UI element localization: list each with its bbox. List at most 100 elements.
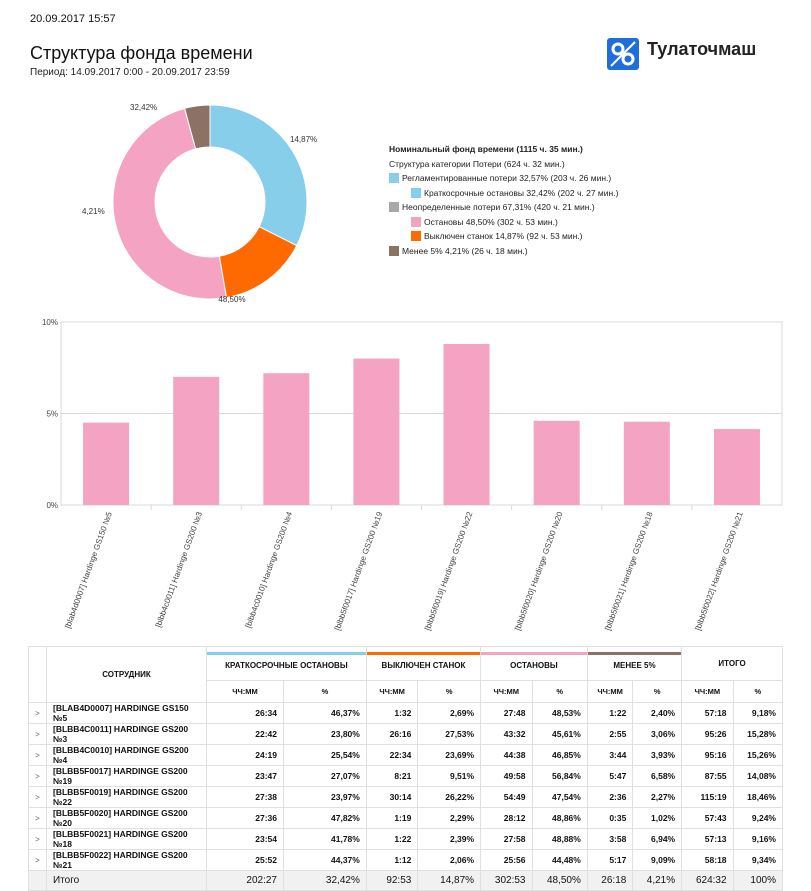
table-row[interactable]: > [BLBB5F0017] HARDINGE GS200 №19 23:47 27,… — [28, 765, 784, 787]
table-row[interactable]: > [BLBB5F0021] HARDINGE GS200 №18 23:54 41,… — [28, 828, 784, 850]
percent-cell: 27,07% — [282, 765, 367, 787]
time-cell: 25:52 — [206, 849, 284, 871]
expand-row-button[interactable]: > — [28, 723, 47, 745]
percent-cell: 48,86% — [531, 807, 588, 829]
percent-cell: 2,69% — [417, 702, 482, 724]
table-row[interactable]: > [BLAB4D0007] HARDINGE GS150 №5 26:34 46,3… — [28, 702, 784, 724]
legend-heading: Номинальный фонд времени (1115 ч. 35 мин… — [389, 144, 583, 154]
chevron-right-icon: > — [35, 834, 40, 844]
time-cell: 95:26 — [681, 723, 734, 745]
time-cell: 1:32 — [365, 702, 419, 724]
legend-item[interactable]: Остановы 48,50% (302 ч. 53 мин.) — [389, 215, 618, 230]
percent-cell: 47,82% — [282, 807, 367, 829]
time-cell: 24:19 — [206, 744, 284, 766]
table-row[interactable]: > [BLBB5F0020] HARDINGE GS200 №20 27:36 47,… — [28, 807, 784, 829]
percent-cell: 9,16% — [732, 828, 784, 850]
percent-cell: 2,39% — [417, 828, 482, 850]
bar[interactable] — [443, 343, 490, 505]
expand-row-button[interactable]: > — [28, 807, 47, 829]
time-cell: 27:48 — [480, 702, 533, 724]
header-time[interactable]: ЧЧ:ММ — [586, 680, 634, 703]
percent-cell: 2,27% — [632, 786, 683, 808]
bar[interactable] — [623, 421, 670, 505]
time-cell: 49:58 — [480, 765, 533, 787]
table-row[interactable]: > [BLBB4C0010] HARDINGE GS200 №4 24:19 25,5… — [28, 744, 784, 766]
time-cell: 5:47 — [586, 765, 634, 787]
percent-cell: 44,48% — [531, 849, 588, 871]
header-group[interactable]: КРАТКОСРОЧНЫЕ ОСТАНОВЫ — [206, 646, 367, 681]
header-group[interactable]: ИТОГО — [681, 646, 783, 681]
time-cell: 1:19 — [365, 807, 419, 829]
expand-row-button[interactable]: > — [28, 849, 47, 871]
legend-subheading: Структура категории Потери (624 ч. 32 ми… — [389, 158, 565, 169]
percent-cell: 47,54% — [531, 786, 588, 808]
employee-name: [BLBB5F0021] HARDINGE GS200 №18 — [46, 828, 207, 850]
header-time[interactable]: ЧЧ:ММ — [365, 680, 419, 703]
header-time[interactable]: ЧЧ:ММ — [681, 680, 734, 703]
chart-legend: Номинальный фонд времени (1115 ч. 35 мин… — [389, 142, 618, 258]
legend-item[interactable]: Менее 5% 4,21% (26 ч. 18 мин.) — [389, 244, 618, 259]
legend-item[interactable]: Регламентированные потери 32,57% (203 ч.… — [389, 171, 618, 186]
expand-row-button[interactable]: > — [28, 786, 47, 808]
donut-slice[interactable] — [209, 104, 308, 247]
percent-cell: 1,02% — [632, 807, 683, 829]
expand-row-button[interactable]: > — [28, 828, 47, 850]
legend-swatch — [411, 187, 421, 198]
table-row[interactable]: > [BLBB4C0011] HARDINGE GS200 №3 22:42 23,8… — [28, 723, 784, 745]
header-percent[interactable]: % — [531, 680, 588, 703]
bar[interactable] — [353, 358, 400, 505]
percent-cell: 100% — [732, 870, 784, 891]
time-cell: 27:58 — [480, 828, 533, 850]
time-cell: 57:18 — [681, 702, 734, 724]
percent-cell: 9,24% — [732, 807, 784, 829]
time-cell: 58:18 — [681, 849, 734, 871]
header-group[interactable]: ОСТАНОВЫ — [480, 646, 588, 681]
header-percent[interactable]: % — [417, 680, 482, 703]
time-cell: 27:38 — [206, 786, 284, 808]
expand-row-button[interactable]: > — [28, 744, 47, 766]
chevron-right-icon: > — [35, 855, 40, 865]
percent-cell: 32,42% — [282, 870, 367, 891]
category-color-bar — [481, 651, 587, 655]
table-row[interactable]: > [BLBB5F0022] HARDINGE GS200 №21 25:52 44,… — [28, 849, 784, 871]
expand-row-button[interactable]: > — [28, 765, 47, 787]
bar[interactable] — [83, 422, 130, 505]
header-time[interactable]: ЧЧ:ММ — [206, 680, 284, 703]
time-cell: 30:14 — [365, 786, 419, 808]
header-percent[interactable]: % — [732, 680, 784, 703]
bar[interactable] — [713, 429, 760, 505]
time-cell: 2:55 — [586, 723, 634, 745]
time-cell: 57:43 — [681, 807, 734, 829]
time-cell: 92:53 — [365, 870, 419, 891]
legend-item[interactable]: Выключен станок 14,87% (92 ч. 53 мин.) — [389, 229, 618, 244]
legend-item[interactable]: Краткосрочные остановы 32,42% (202 ч. 27… — [389, 186, 618, 201]
header-group[interactable]: ВЫКЛЮЧЕН СТАНОК — [365, 646, 482, 681]
bar[interactable] — [533, 420, 580, 505]
header-percent[interactable]: % — [632, 680, 683, 703]
percent-cell: 3,06% — [632, 723, 683, 745]
percent-cell: 27,53% — [417, 723, 482, 745]
legend-label: Неопределенные потери 67,31% (420 ч. 21 … — [402, 202, 595, 212]
expand-row-button[interactable]: > — [28, 702, 47, 724]
table-row[interactable]: > [BLBB5F0019] HARDINGE GS200 №22 27:38 23,… — [28, 786, 784, 808]
chevron-right-icon: > — [35, 792, 40, 802]
time-cell: 5:17 — [586, 849, 634, 871]
header-group[interactable]: МЕНЕЕ 5% — [586, 646, 683, 681]
slice-label: 32,42% — [130, 103, 157, 112]
header-spacer — [28, 646, 47, 703]
bar[interactable] — [263, 373, 310, 505]
x-tick-label: [blbb5f0017] Hardinge GS200 №19 — [333, 510, 385, 632]
donut-slice[interactable] — [184, 104, 211, 150]
percent-cell: 25,54% — [282, 744, 367, 766]
x-tick-label: [blbb5f0020] Hardinge GS200 №20 — [513, 510, 565, 632]
percent-cell: 2,29% — [417, 807, 482, 829]
employee-name: [BLBB4C0011] HARDINGE GS200 №3 — [46, 723, 207, 745]
bar[interactable] — [173, 376, 220, 505]
header-time[interactable]: ЧЧ:ММ — [480, 680, 533, 703]
header-employee[interactable]: СОТРУДНИК — [46, 646, 207, 703]
donut-slice[interactable] — [112, 107, 228, 300]
y-tick-label: 10% — [42, 318, 58, 327]
header-percent[interactable]: % — [282, 680, 367, 703]
legend-item[interactable]: Неопределенные потери 67,31% (420 ч. 21 … — [389, 200, 618, 215]
percent-cell: 3,93% — [632, 744, 683, 766]
